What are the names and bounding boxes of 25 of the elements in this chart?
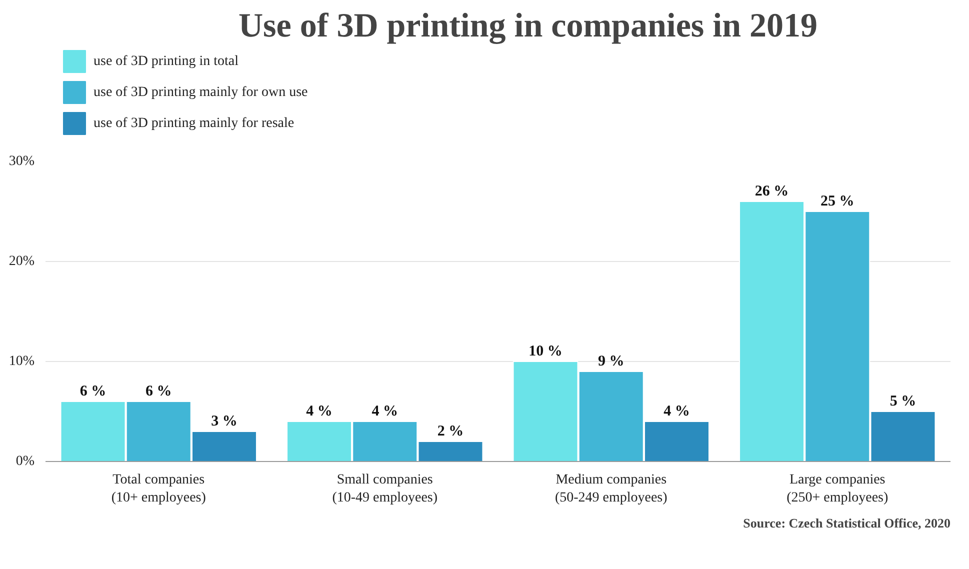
y-tick-label: 20% xyxy=(8,254,35,269)
x-tick-label: Large companies (250+ employees) xyxy=(786,472,889,506)
data-label: 4 % xyxy=(306,404,332,420)
source-note: Source: Czech Statistical Office, 2020 xyxy=(743,516,951,530)
data-label: 3 % xyxy=(211,414,238,430)
data-label: 9 % xyxy=(598,354,624,370)
data-label: 6 % xyxy=(146,384,172,400)
x-tick-label: Small companies (10-49 employees) xyxy=(332,472,438,506)
x-tick-label: Medium companies (50-249 employees) xyxy=(554,472,668,506)
legend-label: use of 3D printing in total xyxy=(94,54,239,69)
data-label: 6 % xyxy=(80,384,106,400)
chart-title: Use of 3D printing in companies in 2019 xyxy=(238,8,818,44)
data-label: 4 % xyxy=(372,404,398,420)
y-tick-label: 0% xyxy=(16,454,35,469)
data-label: 26 % xyxy=(754,184,789,200)
legend-label: use of 3D printing mainly for resale xyxy=(94,116,294,131)
data-label: 4 % xyxy=(664,404,690,420)
y-tick-label: 10% xyxy=(8,354,35,369)
x-tick-label: Total companies (10+ employees) xyxy=(111,472,206,506)
y-tick-label: 30% xyxy=(8,154,35,169)
data-label: 2 % xyxy=(437,424,464,440)
legend-label: use of 3D printing mainly for own use xyxy=(94,85,308,100)
data-label: 5 % xyxy=(890,394,916,410)
data-label: 10 % xyxy=(528,344,562,360)
data-label: 25 % xyxy=(820,194,854,210)
